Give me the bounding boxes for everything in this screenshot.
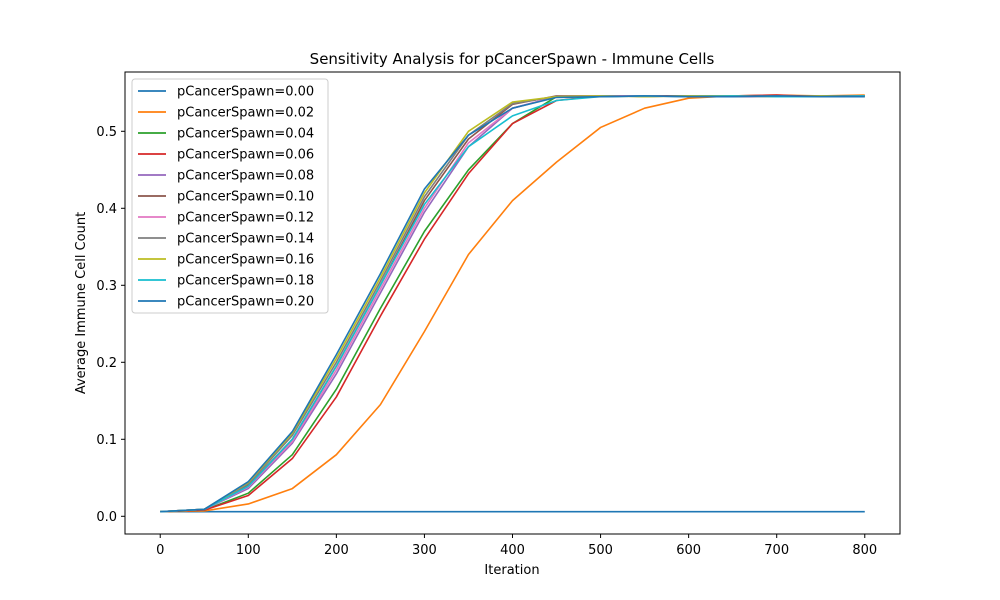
legend-label-10: pCancerSpawn=0.20 <box>177 295 314 310</box>
x-tick-label-3: 300 <box>412 543 437 558</box>
x-tick-label-2: 200 <box>324 543 349 558</box>
legend-box <box>131 78 329 314</box>
y-axis-label: Average Immune Cell Count <box>74 212 89 394</box>
y-tick-label-4: 0.4 <box>96 202 117 217</box>
legend-label-4: pCancerSpawn=0.08 <box>177 169 314 184</box>
legend-label-7: pCancerSpawn=0.14 <box>177 232 314 247</box>
legend-label-2: pCancerSpawn=0.04 <box>177 127 314 142</box>
y-tick-label-0: 0.0 <box>96 510 117 525</box>
y-tick-label-2: 0.2 <box>96 356 117 371</box>
x-tick-label-6: 600 <box>676 543 701 558</box>
x-tick-label-7: 700 <box>764 543 789 558</box>
series-line-10 <box>160 95 865 513</box>
legend-label-6: pCancerSpawn=0.12 <box>177 211 314 226</box>
y-tick-label-1: 0.1 <box>96 433 117 448</box>
legend-label-9: pCancerSpawn=0.18 <box>177 274 314 289</box>
plot-area <box>160 94 865 513</box>
legend-label-1: pCancerSpawn=0.02 <box>177 106 314 121</box>
legend-label-3: pCancerSpawn=0.06 <box>177 148 314 163</box>
x-axis: 0 100 200 300 400 500 600 700 800 <box>156 534 877 558</box>
x-tick-label-8: 800 <box>852 543 877 558</box>
x-tick-label-0: 0 <box>156 543 164 558</box>
legend-label-5: pCancerSpawn=0.10 <box>177 190 314 205</box>
x-tick-label-4: 400 <box>500 543 525 558</box>
y-axis: 0.0 0.1 0.2 0.3 0.4 0.5 <box>96 125 125 525</box>
chart-title: Sensitivity Analysis for pCancerSpawn - … <box>310 50 715 68</box>
y-tick-label-3: 0.3 <box>96 279 117 294</box>
x-axis-label: Iteration <box>484 563 539 578</box>
x-tick-label-1: 100 <box>236 543 261 558</box>
legend: pCancerSpawn=0.00 pCancerSpawn=0.02 pCance… <box>131 78 329 314</box>
x-tick-label-5: 500 <box>588 543 613 558</box>
legend-label-8: pCancerSpawn=0.16 <box>177 253 314 268</box>
legend-label-0: pCancerSpawn=0.00 <box>177 85 314 100</box>
y-tick-label-5: 0.5 <box>96 125 117 140</box>
